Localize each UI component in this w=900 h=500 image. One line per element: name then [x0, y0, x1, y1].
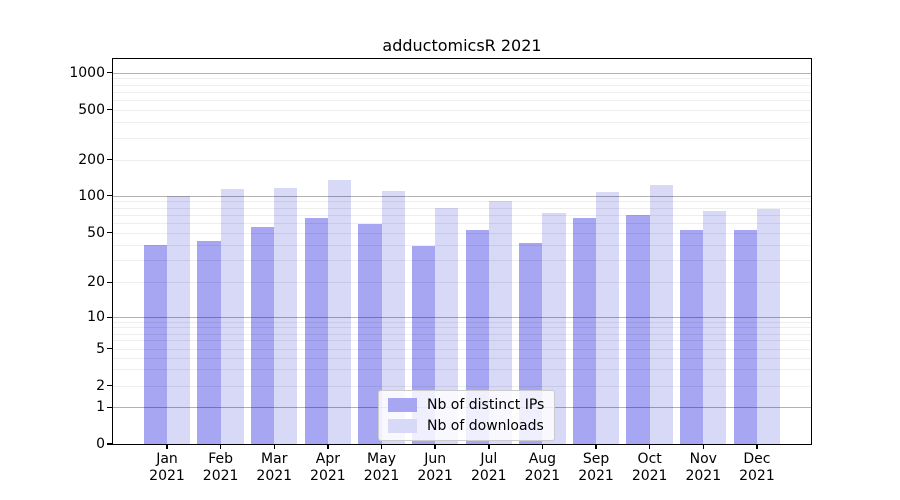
bar-downloads-nov	[703, 211, 727, 444]
y-tick-mark	[107, 71, 112, 74]
y-tick-label: 10	[87, 309, 105, 326]
x-tick-label-may: May 2021	[363, 451, 400, 484]
y-tick-mark	[107, 316, 112, 319]
x-tick-mark	[380, 444, 383, 449]
y-tick-mark	[107, 443, 112, 445]
x-tick-mark	[434, 444, 436, 449]
bar-distinct-ips-mar	[251, 226, 275, 444]
bar-distinct-ips-jan	[143, 244, 167, 444]
y-tick-mark	[107, 108, 112, 111]
y-tick-label: 100	[78, 187, 105, 204]
y-tick-label: 50	[87, 224, 105, 241]
bar-distinct-ips-feb	[197, 240, 221, 444]
bars-layer	[113, 59, 811, 444]
bar-distinct-ips-oct	[626, 214, 650, 444]
legend-swatch-downloads	[388, 419, 417, 433]
x-tick-mark	[488, 444, 490, 449]
x-tick-label-oct: Oct 2021	[631, 451, 668, 484]
x-tick-label-apr: Apr 2021	[310, 451, 346, 484]
legend-item-downloads: Nb of downloads	[388, 418, 544, 434]
bar-distinct-ips-may	[358, 223, 382, 444]
bar-downloads-jul	[488, 200, 512, 444]
bar-distinct-ips-nov	[680, 229, 704, 444]
y-tick-label: 1	[96, 399, 105, 416]
bar-distinct-ips-sep	[572, 217, 597, 444]
y-tick-mark	[107, 347, 112, 350]
x-tick-label-jul: Jul 2021	[470, 451, 507, 484]
x-tick-mark	[273, 444, 275, 449]
x-tick-label-jun: Jun 2021	[417, 451, 453, 484]
x-tick-mark	[541, 444, 544, 449]
x-tick-mark	[166, 444, 168, 449]
x-tick-mark	[595, 444, 597, 449]
legend-item-distinct-ips: Nb of distinct IPs	[388, 397, 544, 413]
bar-downloads-dec	[756, 208, 781, 444]
x-tick-label-sep: Sep 2021	[578, 451, 614, 484]
bar-distinct-ips-apr	[304, 217, 328, 444]
y-tick-mark	[107, 281, 112, 284]
y-tick-mark	[107, 231, 112, 234]
bar-downloads-may	[381, 190, 405, 444]
bar-downloads-oct	[649, 185, 673, 444]
y-tick-label: 5	[96, 340, 105, 357]
bar-downloads-jan	[167, 195, 191, 444]
x-tick-label-nov: Nov 2021	[685, 451, 722, 484]
y-tick-label: 500	[78, 101, 105, 118]
x-tick-label-mar: Mar 2021	[256, 451, 293, 484]
y-tick-label: 200	[78, 151, 105, 168]
x-tick-label-aug: Aug 2021	[524, 451, 561, 484]
x-tick-mark	[702, 444, 705, 449]
x-tick-label-jan: Jan 2021	[149, 451, 185, 484]
bar-downloads-feb	[220, 188, 244, 444]
y-tick-label: 1000	[69, 64, 105, 81]
x-tick-mark	[648, 444, 651, 449]
y-tick-label: 0	[96, 436, 105, 452]
y-tick-label: 20	[87, 274, 105, 291]
legend-label-downloads: Nb of downloads	[427, 418, 544, 434]
x-tick-mark	[756, 444, 758, 449]
x-tick-mark	[327, 444, 329, 449]
bar-downloads-sep	[596, 192, 620, 444]
y-tick-mark	[107, 194, 112, 197]
bar-downloads-apr	[327, 180, 352, 444]
y-tick-mark	[107, 384, 112, 387]
bar-downloads-aug	[542, 213, 566, 444]
legend-label-distinct-ips: Nb of distinct IPs	[427, 397, 545, 413]
plot-area	[113, 59, 811, 444]
y-tick-label: 2	[96, 377, 105, 394]
bar-distinct-ips-dec	[733, 229, 757, 444]
y-tick-mark	[107, 406, 112, 409]
bar-downloads-jun	[435, 207, 459, 444]
x-tick-label-feb: Feb 2021	[202, 451, 239, 484]
y-tick-mark	[107, 158, 112, 161]
bar-downloads-mar	[274, 187, 298, 444]
x-tick-mark	[219, 444, 222, 449]
legend-swatch-distinct-ips	[388, 398, 417, 412]
x-tick-label-dec: Dec 2021	[739, 451, 775, 484]
chart-title: adductomicsR 2021	[382, 36, 542, 55]
legend: Nb of distinct IPs Nb of downloads	[378, 390, 556, 441]
